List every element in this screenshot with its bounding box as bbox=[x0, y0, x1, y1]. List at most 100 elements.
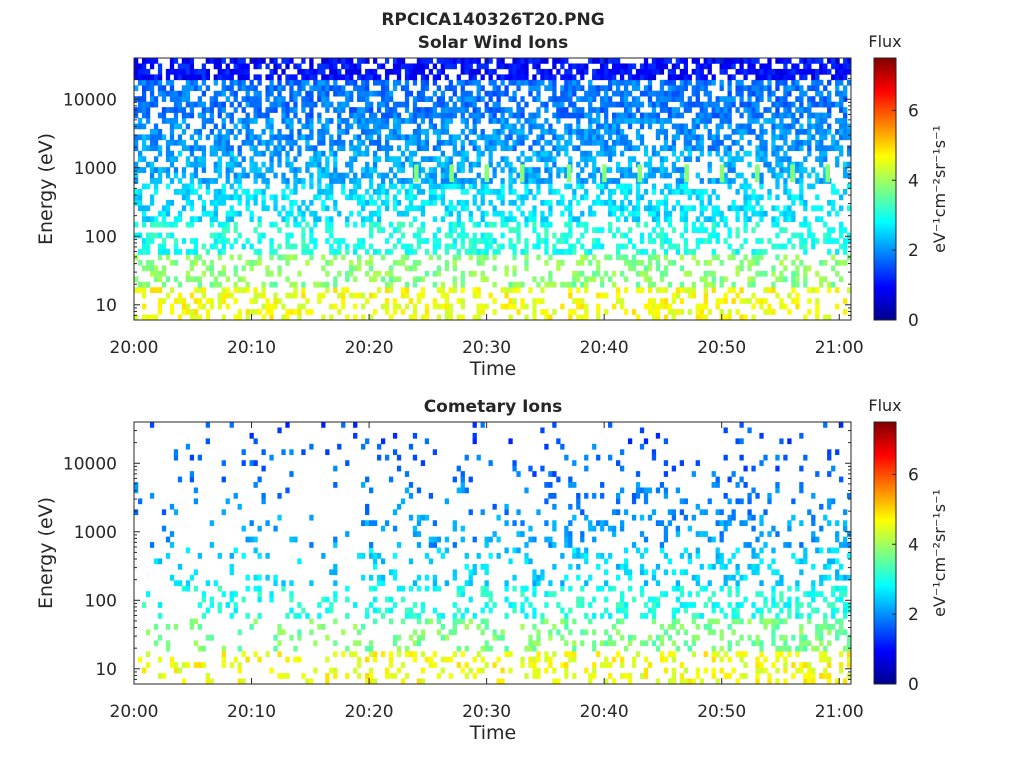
spectrogram-cell bbox=[210, 260, 214, 266]
spectrogram-cell bbox=[604, 129, 608, 135]
spectrogram-cell bbox=[660, 304, 664, 310]
spectrogram-cell bbox=[226, 151, 230, 157]
spectrogram-cell bbox=[520, 151, 524, 157]
spectrogram-cell bbox=[568, 91, 572, 97]
spectrogram-cell bbox=[735, 205, 739, 211]
spectrogram-cell bbox=[377, 227, 381, 233]
spectrogram-cell bbox=[668, 69, 672, 75]
spectrogram-cell bbox=[357, 640, 361, 646]
spectrogram-cell bbox=[843, 74, 847, 80]
spectrogram-cell bbox=[301, 107, 305, 113]
spectrogram-cell bbox=[568, 184, 572, 190]
spectrogram-cell bbox=[174, 107, 178, 113]
spectrogram-cell bbox=[473, 271, 477, 277]
spectrogram-cell bbox=[293, 91, 297, 97]
spectrogram-cell bbox=[648, 276, 652, 282]
spectrogram-cell bbox=[668, 238, 672, 244]
spectrogram-cell bbox=[696, 227, 700, 233]
spectrogram-cell bbox=[516, 233, 520, 239]
spectrogram-cell bbox=[624, 102, 628, 108]
spectrogram-cell bbox=[134, 74, 138, 80]
spectrogram-cell bbox=[779, 102, 783, 108]
spectrogram-cell bbox=[369, 200, 373, 206]
spectrogram-cell bbox=[680, 91, 684, 97]
spectrogram-cell bbox=[477, 260, 481, 266]
spectrogram-cell bbox=[182, 63, 186, 69]
spectrogram-cell bbox=[285, 244, 289, 250]
spectrogram-cell bbox=[433, 216, 437, 222]
spectrogram-cell bbox=[568, 315, 572, 321]
spectrogram-cell bbox=[508, 80, 512, 86]
spectrogram-cell bbox=[680, 80, 684, 86]
spectrogram-cell bbox=[684, 107, 688, 113]
spectrogram-cell bbox=[672, 140, 676, 146]
spectrogram-cell bbox=[735, 640, 739, 646]
spectrogram-cell bbox=[437, 673, 441, 679]
spectrogram-cell bbox=[365, 162, 369, 168]
spectrogram-cell bbox=[174, 276, 178, 282]
spectrogram-cell bbox=[158, 222, 162, 228]
spectrogram-cell bbox=[134, 113, 138, 119]
spectrogram-cell bbox=[831, 184, 835, 190]
spectrogram-cell bbox=[660, 96, 664, 102]
spectrogram-cell bbox=[361, 58, 365, 64]
spectrogram-cell bbox=[775, 657, 779, 663]
spectrogram-cell bbox=[608, 129, 612, 135]
spectrogram-cell bbox=[763, 309, 767, 315]
spectrogram-cell bbox=[321, 189, 325, 195]
spectrogram-cell bbox=[469, 58, 473, 64]
spectrogram-cell bbox=[309, 91, 313, 97]
spectrogram-cell bbox=[321, 91, 325, 97]
spectrogram-cell bbox=[831, 238, 835, 244]
spectrogram-cell bbox=[437, 304, 441, 310]
spectrogram-cell bbox=[536, 640, 540, 646]
spectrogram-cell bbox=[572, 102, 576, 108]
spectrogram-cell bbox=[250, 194, 254, 200]
spectrogram-cell bbox=[747, 276, 751, 282]
spectrogram-cell bbox=[652, 118, 656, 124]
spectrogram-cell bbox=[807, 124, 811, 130]
spectrogram-cell bbox=[337, 309, 341, 315]
spectrogram-cell bbox=[385, 151, 389, 157]
spectrogram-cell bbox=[692, 249, 696, 255]
spectrogram-cell bbox=[405, 63, 409, 69]
spectrogram-cell bbox=[747, 151, 751, 157]
spectrogram-cell bbox=[656, 260, 660, 266]
spectrogram-cell bbox=[556, 679, 560, 685]
spectrogram-cell bbox=[652, 315, 656, 321]
spectrogram-cell bbox=[365, 298, 369, 304]
spectrogram-cell bbox=[648, 69, 652, 75]
spectrogram-cell bbox=[544, 238, 548, 244]
spectrogram-cell bbox=[369, 673, 373, 679]
spectrogram-cell bbox=[807, 63, 811, 69]
spectrogram-cell bbox=[664, 134, 668, 140]
spectrogram-cell bbox=[182, 298, 186, 304]
spectrogram-cell bbox=[732, 668, 736, 674]
spectrogram-cell bbox=[656, 233, 660, 239]
spectrogram-cell bbox=[369, 69, 373, 75]
spectrogram-cell bbox=[345, 118, 349, 124]
spectrogram-cell bbox=[381, 118, 385, 124]
spectrogram-cell bbox=[795, 69, 799, 75]
spectrogram-cell bbox=[293, 222, 297, 228]
spectrogram-cell bbox=[214, 91, 218, 97]
spectrogram-cell bbox=[512, 91, 516, 97]
spectrogram-cell bbox=[218, 134, 222, 140]
spectrogram-cell bbox=[277, 63, 281, 69]
spectrogram-cell bbox=[835, 69, 839, 75]
spectrogram-cell bbox=[465, 96, 469, 102]
spectrogram-cell bbox=[485, 304, 489, 310]
spectrogram-cell bbox=[755, 69, 759, 75]
spectrogram-cell bbox=[612, 58, 616, 64]
spectrogram-cell bbox=[397, 222, 401, 228]
spectrogram-cell bbox=[297, 304, 301, 310]
spectrogram-cell bbox=[222, 74, 226, 80]
spectrogram-cell bbox=[556, 173, 560, 179]
spectrogram-cell bbox=[246, 96, 250, 102]
spectrogram-cell bbox=[226, 178, 230, 184]
spectrogram-cell bbox=[823, 619, 827, 625]
spectrogram-cell bbox=[401, 260, 405, 266]
spectrogram-cell bbox=[815, 315, 819, 321]
spectrogram-cell bbox=[540, 69, 544, 75]
spectrogram-cell bbox=[564, 184, 568, 190]
